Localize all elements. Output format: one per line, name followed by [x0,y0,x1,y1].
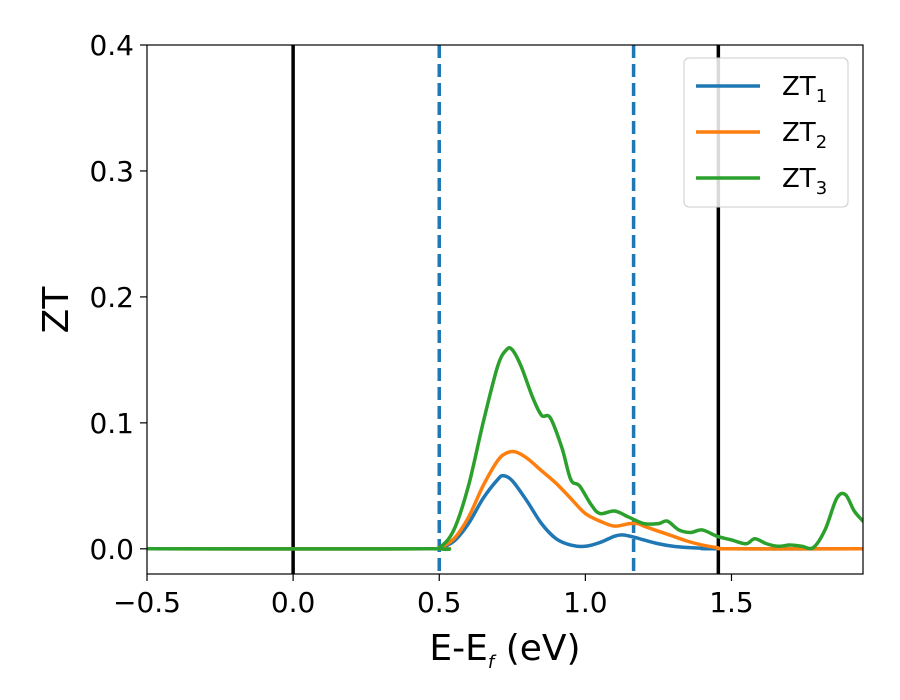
legend-label-zt2: ZT2 [782,118,827,153]
y-tick-label: 0.3 [89,155,134,188]
y-tick-label: 0.0 [89,533,134,566]
series-line-zt1 [147,473,863,551]
x-tick-label: 1.0 [563,586,608,619]
x-axis-ticks: −0.5 0.0 0.5 1.0 1.5 [113,574,754,619]
x-tick-label: 0.5 [417,586,462,619]
y-tick-label: 0.2 [89,281,134,314]
y-axis-label: ZT [36,286,77,334]
y-tick-label: 0.1 [89,407,134,440]
legend-label-zt1: ZT1 [782,72,827,107]
y-axis-ticks: 0.0 0.1 0.2 0.3 0.4 [89,29,147,566]
x-tick-label: −0.5 [113,586,181,619]
series-layer [147,346,863,552]
x-tick-label: 0.0 [271,586,316,619]
legend-box [683,57,849,208]
x-axis-label: E-Ef (eV) [429,628,580,673]
series-line-zt3 [147,346,863,552]
x-tick-label: 1.5 [709,586,754,619]
legend: ZT1 ZT2 ZT3 [683,57,849,208]
series-line-zt2 [147,449,863,551]
plot-frame [146,44,864,575]
legend-label-zt3: ZT3 [782,164,827,199]
y-tick-label: 0.4 [89,29,134,62]
